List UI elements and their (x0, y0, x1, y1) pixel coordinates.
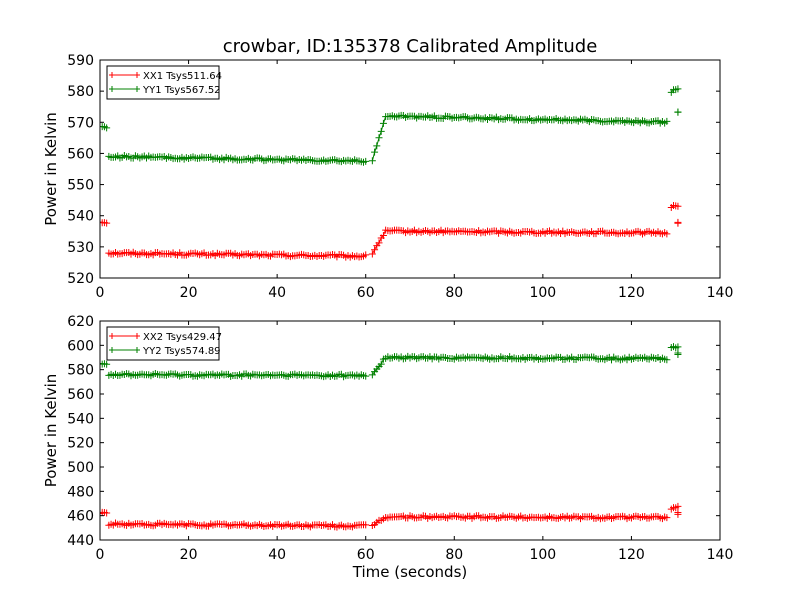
data-point (674, 502, 682, 510)
data-point (371, 148, 379, 156)
data-point (373, 142, 381, 150)
x-tick-label: 80 (445, 547, 463, 563)
x-tick-label: 20 (180, 285, 198, 301)
data-point (375, 239, 383, 247)
x-tick-label: 40 (268, 285, 286, 301)
x-tick-label: 0 (96, 547, 105, 563)
data-point (379, 231, 387, 239)
data-point (103, 360, 111, 368)
x-tick-label: 100 (529, 547, 556, 563)
x-tick-label: 60 (357, 285, 375, 301)
legend-marker (109, 347, 140, 353)
x-tick-label: 140 (707, 285, 734, 301)
series-0 (100, 201, 682, 261)
data-point (362, 521, 370, 529)
data-point (663, 356, 671, 364)
data-point (362, 157, 370, 165)
data-point (362, 372, 370, 380)
x-tick-label: 120 (618, 285, 645, 301)
series-0 (100, 502, 682, 531)
data-point (362, 251, 370, 259)
data-point (674, 218, 682, 226)
y-tick-label: 560 (67, 387, 94, 403)
y-tick-label: 540 (67, 411, 94, 427)
y-tick-label: 560 (67, 146, 94, 162)
legend-marker (109, 333, 140, 339)
data-point (674, 343, 682, 351)
y-tick-label: 580 (67, 363, 94, 379)
data-point (663, 514, 671, 522)
data-point (375, 134, 383, 142)
series-1 (100, 343, 682, 381)
x-tick-label: 80 (445, 285, 463, 301)
y-tick-label: 500 (67, 460, 94, 476)
y-tick-label: 590 (67, 53, 94, 69)
data-point (674, 509, 682, 517)
y-tick-label: 530 (67, 240, 94, 256)
y-tick-label: 480 (67, 484, 94, 500)
series-group (100, 343, 682, 531)
y-tick-label: 600 (67, 338, 94, 354)
y-tick-label: 620 (67, 314, 94, 330)
x-tick-label: 100 (529, 285, 556, 301)
x-tick-label: 40 (268, 547, 286, 563)
data-point (663, 230, 671, 238)
data-point (377, 127, 385, 135)
x-tick-label: 0 (96, 285, 105, 301)
legend-box (106, 326, 220, 361)
top-chart: 0 20 40 60 80 100 120 140 520 530 540 550 560 570 580 5… (42, 53, 733, 301)
data-point (674, 85, 682, 93)
y-tick-label: 520 (67, 271, 94, 287)
legend-label: YY2 Tsys574.89 (142, 346, 221, 357)
legend: XX2 Tsys429.47 YY2 Tsys574.89 (106, 326, 222, 361)
legend-box (106, 65, 220, 100)
data-point (674, 202, 682, 210)
x-tick-label: 140 (707, 547, 734, 563)
figure-title: crowbar, ID:135378 Calibrated Amplitude (223, 36, 598, 57)
data-point (663, 117, 671, 125)
data-point (674, 351, 682, 359)
data-point (674, 108, 682, 116)
x-axis-label: Time (seconds) (352, 563, 468, 581)
data-point (103, 219, 111, 227)
legend-marker (109, 86, 140, 92)
y-tick-label: 520 (67, 436, 94, 452)
data-point (379, 119, 387, 127)
legend: XX1 Tsys511.64 YY1 Tsys567.52 (106, 65, 222, 100)
y-axis-label: Power in Kelvin (42, 374, 60, 488)
y-tick-label: 570 (67, 115, 94, 131)
data-point (368, 250, 376, 258)
y-tick-label: 460 (67, 509, 94, 525)
legend-marker (109, 72, 140, 78)
series-group (100, 85, 682, 261)
legend-label: XX1 Tsys511.64 (143, 71, 222, 82)
data-point (368, 157, 376, 165)
y-tick-label: 540 (67, 209, 94, 225)
plot-frame (99, 320, 721, 541)
y-tick-label: 550 (67, 178, 94, 194)
y-tick-label: 580 (67, 84, 94, 100)
plot-frame (99, 59, 721, 279)
x-tick-label: 60 (357, 547, 375, 563)
bottom-chart: 0 20 40 60 80 100 120 140 440 460 480 500 520 540 560 5… (42, 314, 733, 581)
legend-label: XX2 Tsys429.47 (143, 332, 222, 343)
data-point (371, 246, 379, 254)
legend-label: YY1 Tsys567.52 (142, 85, 221, 96)
data-point (103, 509, 111, 517)
data-point (103, 124, 111, 132)
data-point (377, 360, 385, 368)
x-tick-label: 20 (180, 547, 198, 563)
y-tick-label: 440 (67, 533, 94, 549)
x-tick-label: 120 (618, 547, 645, 563)
series-1 (100, 85, 682, 166)
y-axis-label: Power in Kelvin (42, 112, 60, 226)
